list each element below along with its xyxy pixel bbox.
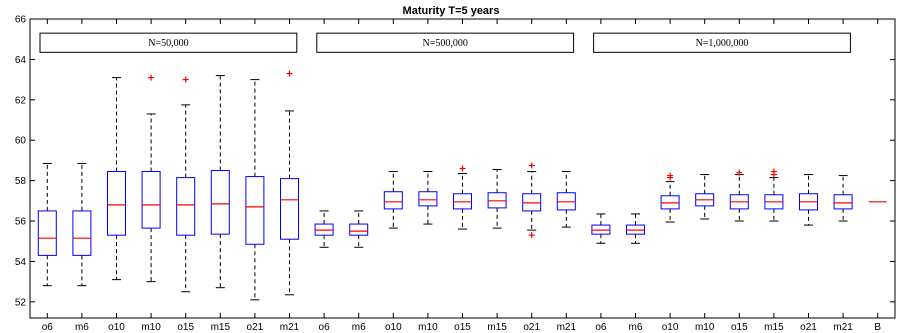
box-m6 (626, 213, 645, 244)
outlier-point (770, 171, 777, 178)
box-body (72, 210, 92, 256)
x-tick-label: o21 (800, 322, 817, 333)
x-tick-label: m21 (833, 322, 853, 333)
box-body (418, 191, 438, 207)
x-tick-label: o6 (595, 322, 607, 333)
axes: 52 54 56 58 60 62 64 66 o6 m6 o10 m10 o15 m15 o21 m21 o6… (15, 15, 896, 333)
group-label-box (593, 32, 851, 53)
box-o15 (453, 165, 472, 230)
box-m6 (349, 210, 369, 248)
x-tick-label: o21 (247, 322, 264, 333)
y-tick-label: 64 (15, 55, 27, 66)
box-m21 (556, 171, 576, 228)
box-o10 (107, 77, 126, 281)
box-m21 (833, 175, 853, 222)
x-tick-label: m6 (352, 322, 366, 333)
box-body (245, 176, 265, 245)
y-tick-label: 58 (15, 176, 27, 187)
chart-title: Maturity T=5 years (403, 5, 500, 17)
x-tick-label: o10 (108, 322, 125, 333)
outlier-point (182, 76, 189, 83)
box-m6 (72, 162, 92, 287)
x-tick-label: o15 (731, 322, 748, 333)
box-o10 (383, 171, 403, 229)
outlier-point (528, 162, 535, 169)
box-o21 (245, 79, 265, 301)
x-tick-label: m21 (557, 322, 577, 333)
outlier-point (667, 172, 674, 179)
outlier-point (148, 74, 155, 81)
x-tick-label: m10 (141, 322, 161, 333)
box-o10 (660, 172, 680, 223)
box-o21 (799, 174, 818, 226)
x-tick-label: o10 (662, 322, 679, 333)
group-labels: N=50,000 N=500,000 N=1,000,000 (39, 32, 851, 53)
group-label: N=500,000 (423, 38, 468, 49)
box-body (349, 223, 369, 236)
y-tick-label: 66 (15, 15, 27, 26)
y-tick-label: 56 (15, 217, 27, 228)
box-o21 (522, 162, 542, 239)
x-tick-label: m10 (695, 322, 715, 333)
box-o6 (314, 210, 334, 248)
group-label: N=50,000 (148, 38, 188, 49)
x-tick-label: m15 (487, 322, 507, 333)
x-tick-label: o6 (319, 322, 331, 333)
y-tick-label: 52 (15, 297, 27, 308)
x-tick-label: o10 (385, 322, 402, 333)
x-tick-label: m10 (418, 322, 438, 333)
x-tick-label: m6 (75, 322, 89, 333)
box-body (383, 191, 403, 210)
x-tick-label: m6 (629, 322, 643, 333)
box-o6 (591, 213, 611, 244)
outlier-point (459, 165, 466, 172)
outlier-point (736, 169, 743, 176)
box-m15 (210, 75, 230, 289)
outlier-point (286, 70, 293, 77)
x-tick-label: o15 (177, 322, 194, 333)
box-m10 (418, 171, 438, 225)
x-tick-label: m15 (764, 322, 784, 333)
outlier-point (528, 232, 535, 239)
box-body (107, 171, 126, 236)
box-m15 (487, 169, 507, 229)
box-o15 (729, 169, 749, 222)
box-o6 (37, 162, 57, 287)
x-tick-label: m21 (280, 322, 300, 333)
box-m10 (141, 74, 161, 283)
x-tick-label: o21 (523, 322, 540, 333)
y-tick-label: 62 (15, 95, 27, 106)
box-body (833, 194, 853, 210)
x-tick-label: o6 (42, 322, 54, 333)
box-body (176, 177, 196, 236)
box-o15 (176, 76, 196, 293)
box-body (280, 178, 299, 240)
x-tick-label: o15 (454, 322, 471, 333)
group-label: N=1,000,000 (696, 38, 749, 49)
x-tick-label: B (874, 322, 881, 333)
y-tick-label: 54 (15, 257, 27, 268)
boxes (37, 70, 887, 301)
group-label-box (316, 32, 575, 53)
x-tick-label: m15 (211, 322, 231, 333)
box-m10 (695, 174, 715, 220)
box-m15 (764, 168, 784, 222)
group-label-box (39, 32, 298, 53)
box-body (210, 170, 230, 235)
box-body (141, 171, 161, 229)
box-body (37, 210, 57, 256)
y-tick-label: 60 (15, 136, 27, 147)
box-m21 (280, 70, 299, 296)
